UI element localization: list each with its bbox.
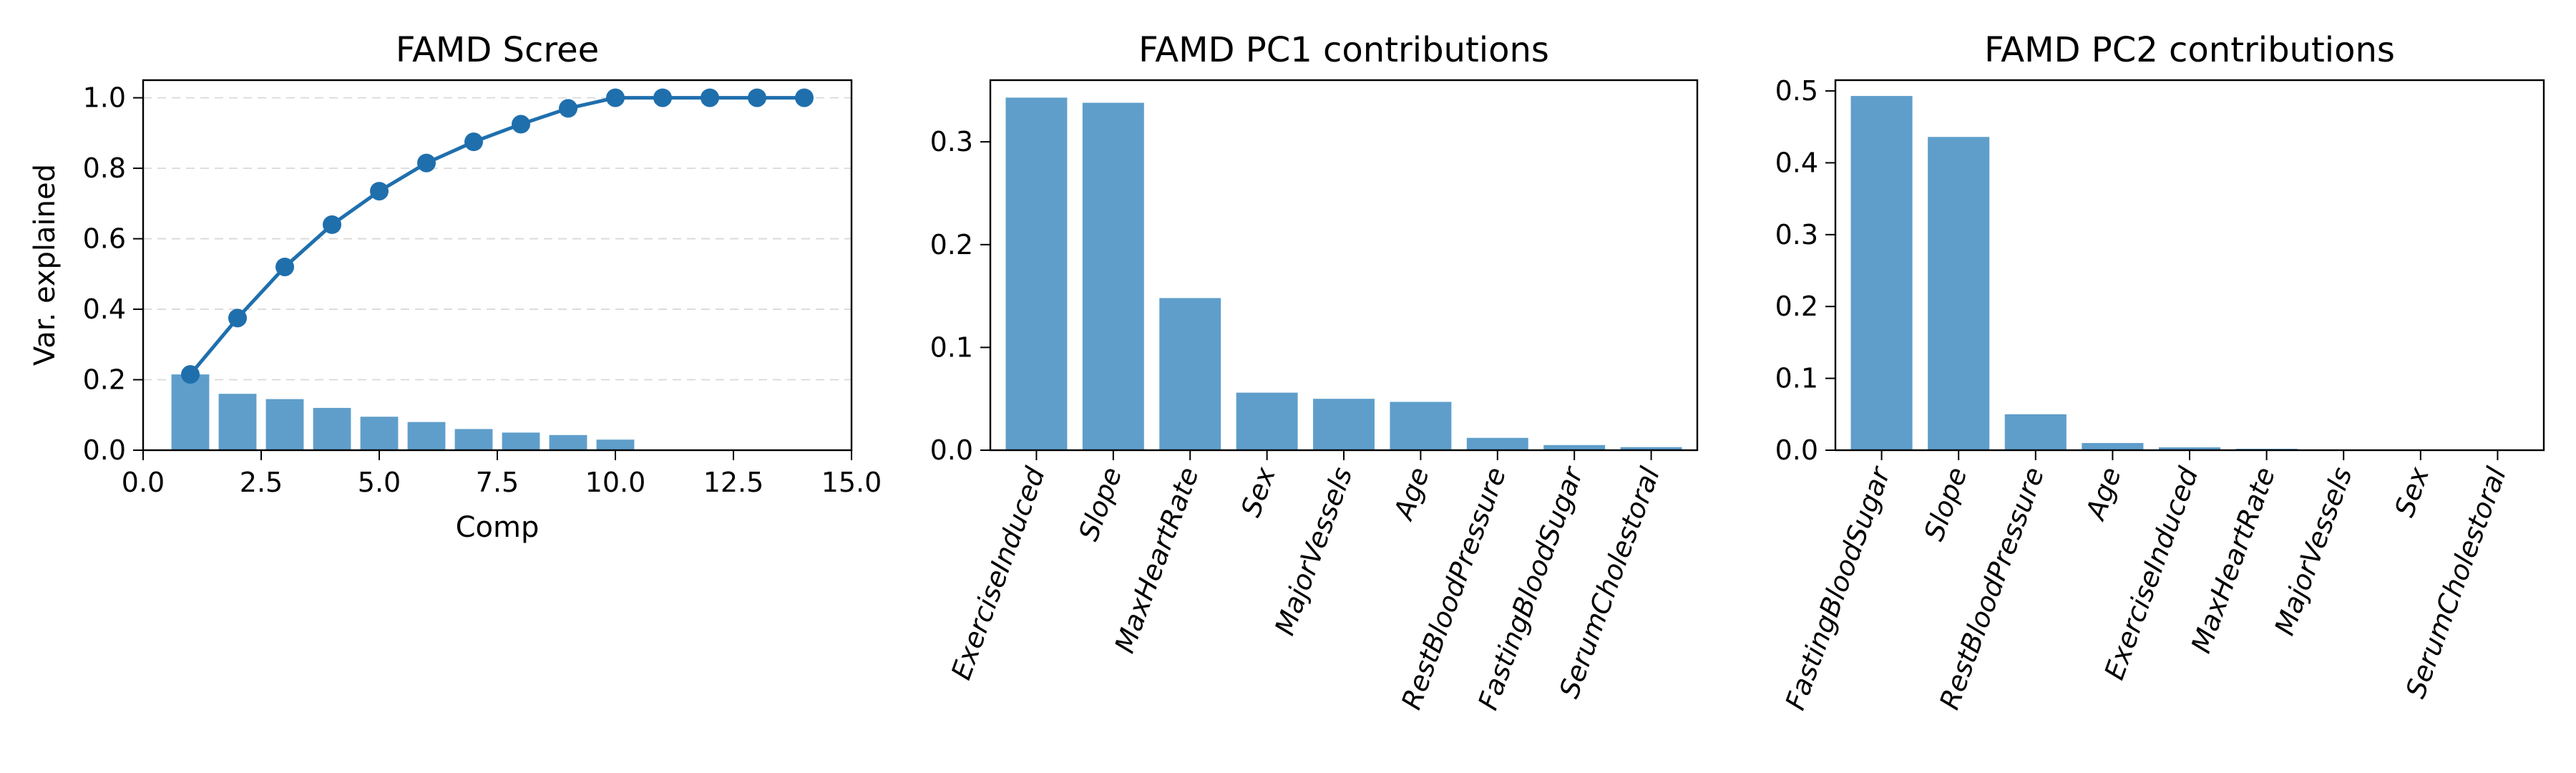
scree-cumulative-point: [795, 88, 814, 107]
scree-bar: [360, 417, 399, 450]
scree-cumulative-point: [417, 153, 436, 172]
scree-x-ticks: 0.0 2.5 5.0 7.5 10.0 12.5 15.0: [122, 450, 882, 498]
y-tick-label: 0.3: [930, 126, 973, 157]
scree-bar: [218, 394, 257, 450]
pc1-bar: [1620, 447, 1682, 450]
pc1-bar: [1159, 298, 1221, 450]
pc2-title: FAMD PC2 contributions: [1984, 30, 2395, 70]
scree-bar: [407, 422, 446, 450]
y-tick-label: 0.2: [1775, 291, 1818, 322]
y-tick-label: 0.0: [930, 434, 973, 466]
pc2-bar: [2082, 442, 2144, 450]
pc1-bar: [1543, 444, 1606, 450]
x-tick-label: 5.0: [358, 467, 401, 498]
scree-y-ticks: 0.0 0.2 0.4 0.6 0.8 1.0: [83, 82, 143, 466]
pc1-bar: [1313, 399, 1375, 450]
pc1-bar: [1236, 392, 1298, 450]
scree-title: FAMD Scree: [396, 30, 599, 70]
scree-cumulative-point: [606, 88, 625, 107]
pc2-bars: [1850, 96, 2451, 450]
y-tick-label: 0.8: [83, 152, 126, 184]
scree-cumulative-point: [512, 115, 530, 134]
scree-cumulative-point: [464, 132, 483, 152]
pc2-bar: [2004, 414, 2067, 450]
scree-bar: [313, 407, 351, 450]
scree-bar: [265, 399, 304, 450]
scree-cumulative-point: [748, 88, 766, 107]
y-tick-label: 0.0: [83, 434, 126, 466]
y-tick-label: 0.1: [1775, 363, 1818, 394]
y-tick-label: 0.5: [1775, 75, 1818, 107]
scree-cumulative-line: [181, 88, 814, 384]
scree-bar: [502, 432, 540, 450]
y-tick-label: 0.2: [83, 364, 126, 396]
pc1-bar: [1082, 102, 1144, 450]
y-tick-label: 0.4: [83, 293, 126, 325]
x-tick-label: 15.0: [821, 467, 882, 498]
x-tick-label: 2.5: [240, 467, 283, 498]
pc2-y-ticks: 0.0 0.1 0.2 0.3 0.4 0.5: [1775, 75, 1835, 466]
scree-cumulative-point: [275, 257, 294, 276]
scree-cumulative-point: [559, 99, 577, 118]
scree-cumulative-point: [653, 88, 672, 107]
scree-bar: [171, 374, 210, 450]
x-tick-label: 7.5: [476, 467, 519, 498]
scree-cumulative-point: [701, 88, 719, 107]
scree-bars: [171, 374, 635, 450]
scree-cumulative-point: [228, 308, 247, 328]
x-tick-label: 12.5: [703, 467, 764, 498]
scree-cumulative-point: [323, 215, 341, 234]
y-tick-label: 1.0: [83, 82, 126, 114]
pc1-bar: [1005, 97, 1068, 451]
y-tick-label: 0.2: [930, 229, 973, 261]
x-tick-label: 0.0: [122, 467, 165, 498]
scree-panel: FAMD Scree 0.0 0.2 0.4 0.6 0.8 1.0 0.0 2.5 5.0 7…: [29, 30, 882, 544]
y-tick-label: 0.1: [930, 331, 973, 363]
scree-bar: [454, 429, 493, 450]
scree-cumulative-point: [181, 365, 200, 384]
pc2-bar: [1928, 137, 1990, 450]
pc2-bar: [2158, 447, 2221, 450]
pc1-title: FAMD PC1 contributions: [1138, 30, 1549, 70]
y-tick-label: 0.0: [1775, 434, 1818, 466]
y-tick-label: 0.6: [83, 223, 126, 255]
scree-bar: [549, 434, 587, 450]
x-tick-label: 10.0: [585, 467, 646, 498]
pc1-bars: [1005, 97, 1682, 451]
pc1-bar: [1390, 402, 1452, 450]
pc1-bar: [1466, 437, 1528, 450]
y-tick-label: 0.4: [1775, 147, 1818, 178]
pc1-y-ticks: 0.0 0.1 0.2 0.3: [930, 126, 990, 466]
scree-bar: [596, 439, 635, 450]
scree-y-axis-label: Var. explained: [29, 164, 62, 366]
pc2-bar: [1850, 96, 1913, 450]
scree-cumulative-point: [370, 182, 389, 201]
scree-x-axis-label: Comp: [456, 511, 540, 544]
y-tick-label: 0.3: [1775, 219, 1818, 251]
